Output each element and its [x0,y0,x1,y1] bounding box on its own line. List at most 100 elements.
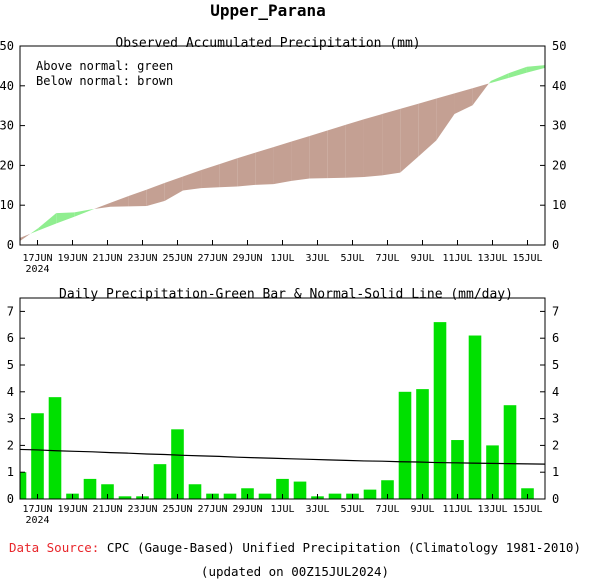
panel2-frame [19,297,546,500]
accum-fill-segment [30,228,39,234]
normal-line [19,448,546,465]
daily-bar [328,493,342,499]
accum-fill-segment [128,189,147,207]
panel2-ytick-label-right: 1 [552,465,559,479]
legend-above-normal: Above normal: green [36,59,173,73]
daily-bar [468,335,482,499]
daily-bar [293,481,307,499]
accum-fill-segment [454,88,473,115]
daily-bar [153,464,167,499]
panel1-xtick-label: 17JUN [22,253,52,264]
panel1-ytick-label-left: 30 [0,119,14,133]
panel2-xtick-label: 3JUL [305,504,329,515]
panel2-ytick-label-left: 6 [7,331,14,345]
panel1-title: Observed Accumulated Precipitation (mm) [115,36,420,51]
panel1-xtick-label: 27JUN [197,253,227,264]
accum-fill-segment [526,65,545,73]
accum-fill-segment [92,208,95,210]
panel2-xtick-label: 9JUL [410,504,434,515]
data-source-label: Data Source: [9,540,100,555]
daily-bar [48,397,62,499]
panel2-ytick-label-right: 2 [552,438,559,452]
panel2-ytick-label-left: 1 [7,465,14,479]
panel2-ytick-label-left: 4 [7,385,14,399]
daily-bar [486,445,499,499]
panel1-ytick-label-right: 10 [552,198,566,212]
panel2-year-label: 2024 [25,515,49,526]
panel2-ytick-label-left: 5 [7,358,14,372]
accum-fill-segment [508,66,527,78]
accum-fill-segment [201,164,220,189]
daily-precipitation-panel: Daily Precipitation-Green Bar & Normal-S… [7,287,559,526]
accum-fill-segment [363,114,383,177]
panel2-xtick-label: 11JUL [442,504,472,515]
panel2-xtick-label: 19JUN [57,504,87,515]
page-title: Upper_Parana [210,1,326,20]
daily-bar [188,484,202,499]
daily-bar [276,478,289,499]
panel2-xtick-label: 25JUN [162,504,192,515]
panel1-ytick-label-left: 10 [0,198,14,212]
accumulated-precipitation-panel: Observed Accumulated Precipitation (mm) … [0,36,566,275]
panel1-xtick-label: 9JUL [410,253,434,264]
accum-fill-segment [146,182,165,206]
legend-below-normal: Below normal: brown [36,74,173,88]
panel2-ytick-label-right: 6 [552,331,559,345]
panel1-xtick-label: 11JUL [442,253,472,264]
panel2-xtick-label: 13JUL [477,504,507,515]
accum-fill-segment [488,81,491,84]
daily-bar [223,493,237,499]
panel2-xtick-label: 23JUN [127,504,157,515]
accum-fill-segment [309,130,328,179]
accum-fill-segment [74,209,93,217]
daily-bar [416,389,429,499]
daily-bar [363,489,377,499]
panel1-xtick-label: 21JUN [92,253,122,264]
daily-bar [83,478,97,499]
accum-fill-segment [382,108,401,176]
accum-fill-segment [56,212,75,224]
updated-line: (updated on 00Z15JUL2024) [0,564,590,579]
accum-fill-segment [38,213,57,231]
panel1-ytick-label-left: 50 [0,39,14,53]
accum-fill-segment [490,73,509,84]
accum-fill-segment [20,233,31,242]
panel1-ytick-label-right: 40 [552,79,566,93]
panel1-xtick-label: 3JUL [305,253,329,264]
accum-fill-segment [94,202,111,209]
daily-bar [503,405,517,499]
daily-bar [101,484,114,499]
panel2-xtick-label: 5JUL [340,504,364,515]
accum-fill-segment [237,152,256,187]
accum-fill-segment [472,83,489,106]
accum-fill-segment [255,147,274,185]
accum-fill-segment [345,119,364,178]
updated-text: (updated on 00Z15JUL2024) [200,564,390,579]
accum-fill-segment [273,141,292,185]
daily-bar [433,322,447,499]
panel2-xtick-label: 7JUL [375,504,399,515]
accum-fill-segment [418,98,437,157]
panel1-ytick-label-right: 20 [552,158,566,172]
panel1-ytick-label-left: 20 [0,158,14,172]
panel2-xtick-label: 29JUN [232,504,262,515]
panel2-ytick-label-right: 7 [552,304,559,318]
daily-bar [398,391,412,499]
panel2-ytick-label-right: 4 [552,385,559,399]
panel1-xtick-label: 23JUN [127,253,157,264]
accum-fill-segment [164,176,183,201]
panel1-xtick-label: 25JUN [162,253,192,264]
accum-fill-segment [291,135,310,181]
panel1-ytick-label-right: 30 [552,119,566,133]
daily-bar [241,488,254,499]
panel1-year-label: 2024 [25,264,49,275]
panel2-ytick-label-left: 7 [7,304,14,318]
panel2-ytick-label-left: 0 [7,492,14,506]
daily-bar [31,413,44,499]
panel1-ytick-label-right: 50 [552,39,566,53]
panel1-xtick-label: 13JUL [477,253,507,264]
accum-fill-segment [400,103,419,173]
panel1-xtick-label: 7JUL [375,253,399,264]
accum-fill-segment [327,124,346,179]
